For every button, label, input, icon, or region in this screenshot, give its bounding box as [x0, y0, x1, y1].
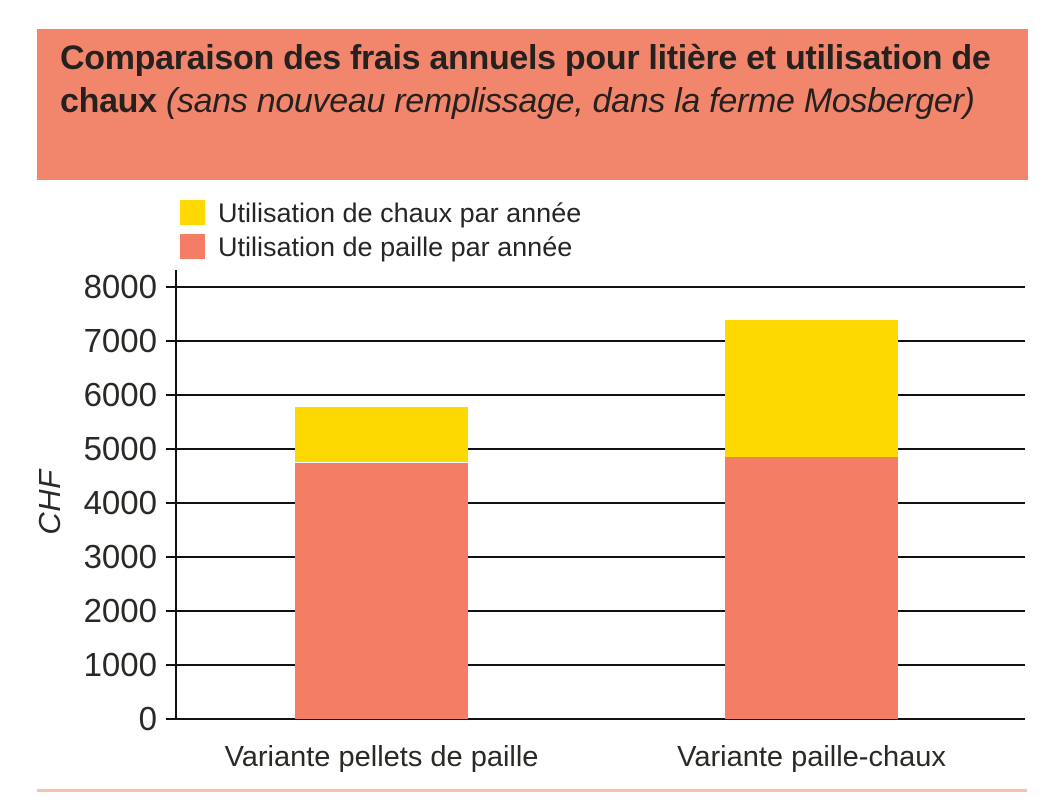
y-tick: [166, 394, 176, 396]
legend-item-chaux: Utilisation de chaux par année: [180, 196, 581, 230]
legend-label-paille: Utilisation de paille par année: [218, 232, 573, 262]
gridline: [176, 556, 1025, 558]
y-tick: [166, 502, 176, 504]
gridline: [176, 286, 1025, 288]
y-axis: [175, 270, 177, 720]
gridline: [176, 502, 1025, 504]
bar-segment-paille: [295, 462, 468, 719]
y-tick-label: 1000: [83, 646, 157, 683]
y-tick: [166, 718, 176, 720]
y-tick-label: 2000: [83, 592, 157, 629]
y-tick-label: 5000: [83, 430, 157, 467]
gridline: [176, 610, 1025, 612]
bottom-rule: [37, 789, 1027, 792]
chart-title: Comparaison des frais annuels pour litiè…: [60, 37, 1025, 123]
gridline: [176, 340, 1025, 342]
y-tick: [166, 610, 176, 612]
y-tick-label: 4000: [83, 484, 157, 521]
legend-label-chaux: Utilisation de chaux par année: [218, 198, 582, 228]
bar-segment-chaux: [295, 406, 468, 463]
x-category-label: Variante pellets de paille: [224, 741, 539, 773]
legend-swatch-yellow-icon: [180, 200, 205, 225]
chart-subtitle-italic: (sans nouveau remplissage, dans la ferme…: [165, 82, 975, 120]
gridline: [176, 718, 1025, 720]
y-tick: [166, 340, 176, 342]
chart-title-bold: Comparaison des frais annuels pour litiè…: [60, 39, 991, 120]
y-tick-label: 7000: [83, 322, 157, 359]
y-tick: [166, 286, 176, 288]
chart-legend: Utilisation de chaux par année Utilisati…: [180, 196, 581, 264]
gridline: [176, 448, 1025, 450]
y-tick-label: 6000: [83, 376, 157, 413]
y-tick-label: 3000: [83, 538, 157, 575]
y-tick-label: 0: [138, 700, 157, 737]
legend-item-paille: Utilisation de paille par année: [180, 230, 581, 264]
y-tick: [166, 664, 176, 666]
bar-segment-chaux: [725, 320, 898, 458]
y-tick-label: 8000: [83, 268, 157, 305]
legend-swatch-salmon-icon: [180, 234, 205, 259]
gridline: [176, 664, 1025, 666]
y-tick: [166, 448, 176, 450]
bar-segment-paille: [725, 457, 898, 719]
x-category-label: Variante paille-chaux: [677, 741, 946, 773]
y-tick: [166, 556, 176, 558]
title-box: Comparaison des frais annuels pour litiè…: [37, 29, 1028, 180]
gridline: [176, 394, 1025, 396]
